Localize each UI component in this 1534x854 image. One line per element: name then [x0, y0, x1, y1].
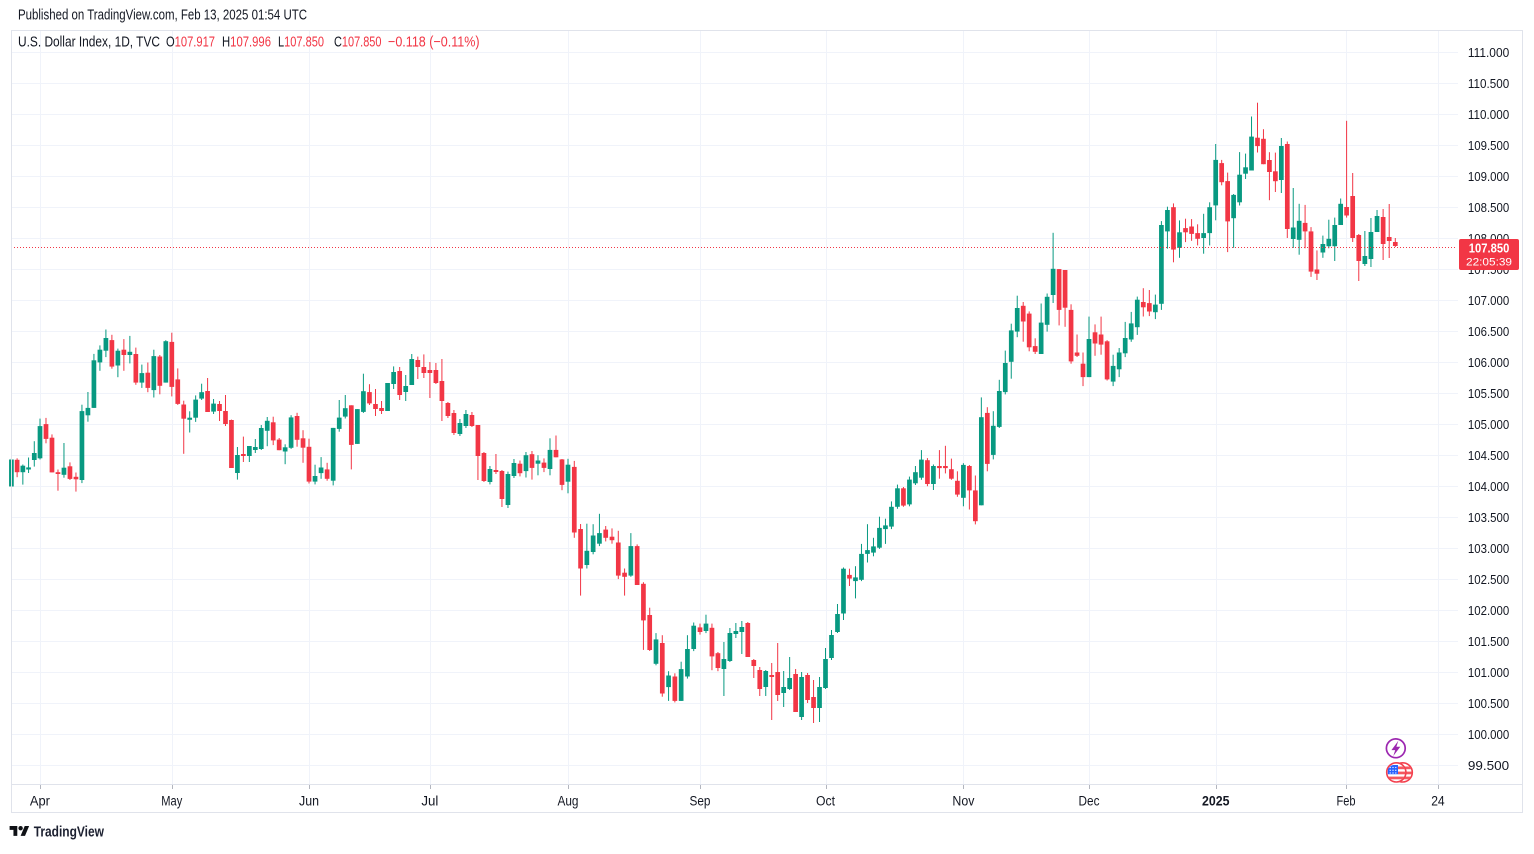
svg-text:108.500: 108.500 — [1468, 200, 1509, 215]
svg-text:Dec: Dec — [1079, 794, 1100, 809]
svg-text:Aug: Aug — [558, 794, 579, 809]
svg-text:107.850: 107.850 — [1469, 241, 1510, 255]
svg-text:2025: 2025 — [1202, 794, 1230, 809]
svg-text:109.000: 109.000 — [1468, 169, 1509, 184]
svg-text:99.500: 99.500 — [1468, 758, 1509, 773]
svg-text:L107.850: L107.850 — [278, 34, 324, 50]
svg-text:106.000: 106.000 — [1468, 355, 1509, 370]
svg-text:101.000: 101.000 — [1468, 665, 1509, 680]
svg-text:C107.850: C107.850 — [334, 34, 382, 50]
svg-text:Jul: Jul — [421, 794, 438, 809]
svg-text:103.000: 103.000 — [1468, 541, 1509, 556]
svg-text:105.000: 105.000 — [1468, 417, 1509, 432]
svg-text:Nov: Nov — [952, 794, 974, 809]
svg-text:−0.118 (−0.11%): −0.118 (−0.11%) — [388, 34, 480, 50]
svg-text:102.000: 102.000 — [1468, 603, 1509, 618]
svg-text:103.500: 103.500 — [1468, 510, 1509, 525]
svg-text:Sep: Sep — [690, 794, 711, 809]
svg-text:Published on TradingView.com,: Published on TradingView.com, Feb 13, 20… — [18, 8, 307, 24]
svg-text:Jun: Jun — [299, 794, 319, 809]
svg-text:102.500: 102.500 — [1468, 572, 1509, 587]
svg-text:O107.917: O107.917 — [166, 34, 215, 50]
svg-text:110.000: 110.000 — [1468, 107, 1509, 122]
svg-text:24: 24 — [1431, 794, 1445, 809]
svg-text:104.000: 104.000 — [1468, 479, 1509, 494]
svg-text:106.500: 106.500 — [1468, 324, 1509, 339]
svg-text:100.500: 100.500 — [1468, 696, 1509, 711]
svg-text:101.500: 101.500 — [1468, 634, 1509, 649]
svg-text:H107.996: H107.996 — [222, 34, 271, 50]
svg-text:U.S. Dollar Index, 1D, TVC: U.S. Dollar Index, 1D, TVC — [18, 34, 160, 50]
svg-text:Oct: Oct — [816, 794, 835, 809]
svg-text:110.500: 110.500 — [1468, 76, 1509, 91]
svg-text:100.000: 100.000 — [1468, 727, 1509, 742]
svg-text:107.000: 107.000 — [1468, 293, 1509, 308]
svg-text:Feb: Feb — [1337, 794, 1356, 809]
svg-text:109.500: 109.500 — [1468, 138, 1509, 153]
svg-text:104.500: 104.500 — [1468, 448, 1509, 463]
svg-text:Apr: Apr — [30, 794, 51, 809]
svg-text:TradingView: TradingView — [34, 824, 105, 840]
svg-text:111.000: 111.000 — [1468, 45, 1509, 60]
svg-text:May: May — [161, 794, 182, 809]
svg-text:105.500: 105.500 — [1468, 386, 1509, 401]
svg-text:22:05:39: 22:05:39 — [1466, 257, 1512, 269]
